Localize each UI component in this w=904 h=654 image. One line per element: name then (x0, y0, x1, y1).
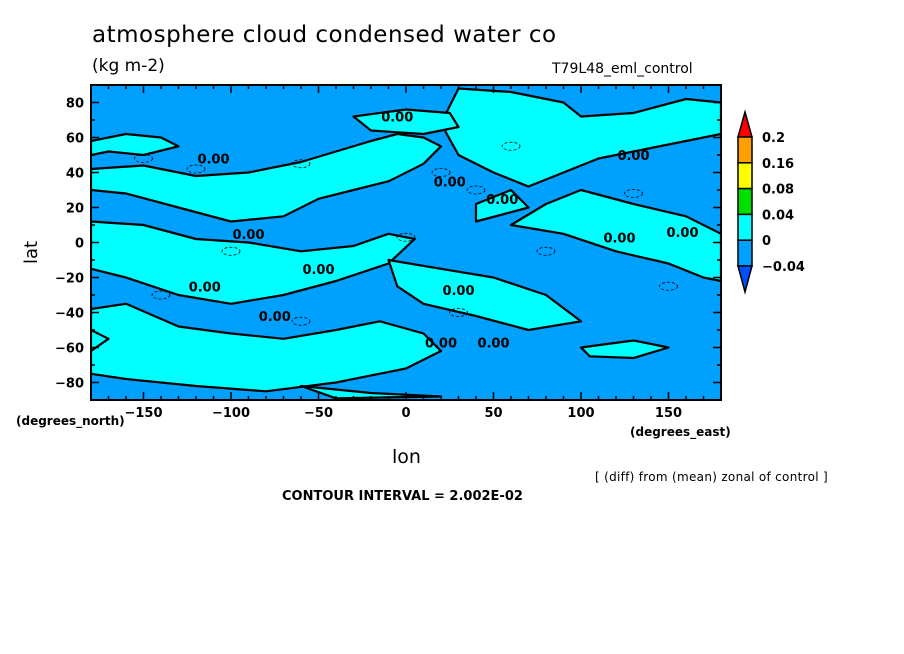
x-tick-label: −50 (304, 406, 333, 421)
colorbar-extend-top (737, 109, 753, 138)
colorbar-label: −0.04 (762, 260, 805, 275)
run-label: T79L48_eml_control (552, 61, 693, 77)
y-tick-label: 40 (66, 167, 84, 182)
contour-label: 0.00 (425, 336, 457, 351)
contour-interval: CONTOUR INTERVAL = 2.002E-02 (282, 489, 523, 504)
x-tick-label: −150 (124, 406, 162, 421)
positive-region (91, 220, 416, 305)
y-axis-units: (degrees_north) (16, 414, 125, 428)
colorbar-band (737, 162, 753, 190)
positive-regions (91, 87, 721, 400)
colorbar-band (737, 187, 753, 216)
positive-region (91, 328, 110, 353)
colorbar-extend-bottom (737, 265, 753, 295)
contour-label: 0.00 (617, 149, 649, 164)
contour-label: 0.00 (302, 263, 334, 278)
dashed-contour (449, 308, 468, 317)
x-tick-label: 50 (484, 406, 502, 421)
contour-label: 0.00 (259, 310, 291, 325)
dashed-contour (624, 189, 643, 198)
y-tick-label: −80 (55, 377, 84, 392)
y-tick-label: 0 (75, 237, 84, 252)
dashed-contour (536, 246, 556, 256)
x-axis-units: (degrees_east) (630, 425, 731, 439)
x-tick-label: −100 (212, 406, 250, 421)
y-tick-label: 60 (66, 132, 84, 147)
x-tick-label: 100 (567, 406, 594, 421)
colorbar-label: 0.08 (762, 183, 794, 198)
colorbar-label: 0.04 (762, 208, 794, 223)
y-tick-label: −40 (55, 307, 84, 322)
positive-region (439, 87, 721, 188)
contour-label: 0.00 (486, 193, 518, 208)
dashed-contour (431, 168, 451, 177)
x-axis-label: lon (392, 446, 421, 468)
dashed-contour (151, 290, 171, 300)
contour-labels: 0.00 0.00 0.00 0.00 0.00 0.00 0.00 0.00 0.00 0.00… (189, 111, 699, 352)
colorbar-label: 0.2 (762, 131, 785, 146)
contour-label: 0.00 (189, 280, 221, 295)
y-tick-label: −60 (55, 342, 84, 357)
dashed-contour (466, 185, 486, 195)
contour-label: 0.00 (232, 228, 264, 243)
y-tick-label: 80 (66, 97, 84, 112)
plot-area (91, 85, 721, 400)
dashed-contour (291, 316, 311, 326)
chart-units: (kg m-2) (92, 56, 165, 76)
dashed-contour (186, 164, 206, 174)
y-tick-label: −20 (55, 272, 84, 287)
diff-annotation: [ (diff) from (mean) zonal of control ] (595, 470, 828, 484)
contour-label: 0.00 (381, 111, 413, 126)
positive-region (91, 302, 443, 393)
colorbar-band (737, 239, 753, 267)
contour-label: 0.00 (603, 231, 635, 246)
x-ticks: −150 −100 −50 0 50 100 150 (107, 85, 705, 421)
positive-region (387, 258, 583, 332)
dashed-contour (659, 281, 678, 291)
positive-region (474, 188, 530, 223)
contour-label: 0.00 (477, 336, 509, 351)
colorbar-band (737, 136, 753, 164)
dashed-contour (396, 232, 416, 242)
dashed-contour (134, 154, 153, 163)
contour-label: 0.00 (442, 284, 474, 299)
y-tick-label: 20 (66, 202, 84, 217)
dashed-contours (134, 141, 678, 326)
x-tick-label: 150 (655, 406, 682, 421)
x-tick-label: 0 (401, 406, 410, 421)
colorbar: 0.2 0.16 0.08 0.04 0 −0.04 (737, 109, 805, 295)
positive-region (352, 108, 460, 136)
positive-region (91, 132, 443, 223)
contour-label: 0.00 (666, 226, 698, 241)
dashed-contour (501, 141, 521, 151)
positive-region (579, 339, 670, 360)
contour-label: 0.00 (197, 153, 229, 168)
dashed-contour (221, 246, 241, 256)
y-ticks: 80 60 40 20 0 −20 −40 −60 −80 (55, 97, 721, 392)
colorbar-label: 0 (762, 234, 771, 249)
dashed-contour (291, 159, 311, 169)
colorbar-label: 0.16 (762, 157, 794, 172)
colorbar-band (737, 213, 753, 241)
positive-region (509, 188, 721, 283)
contour-label: 0.00 (434, 175, 466, 190)
chart-title: atmosphere cloud condensed water co (92, 22, 557, 48)
